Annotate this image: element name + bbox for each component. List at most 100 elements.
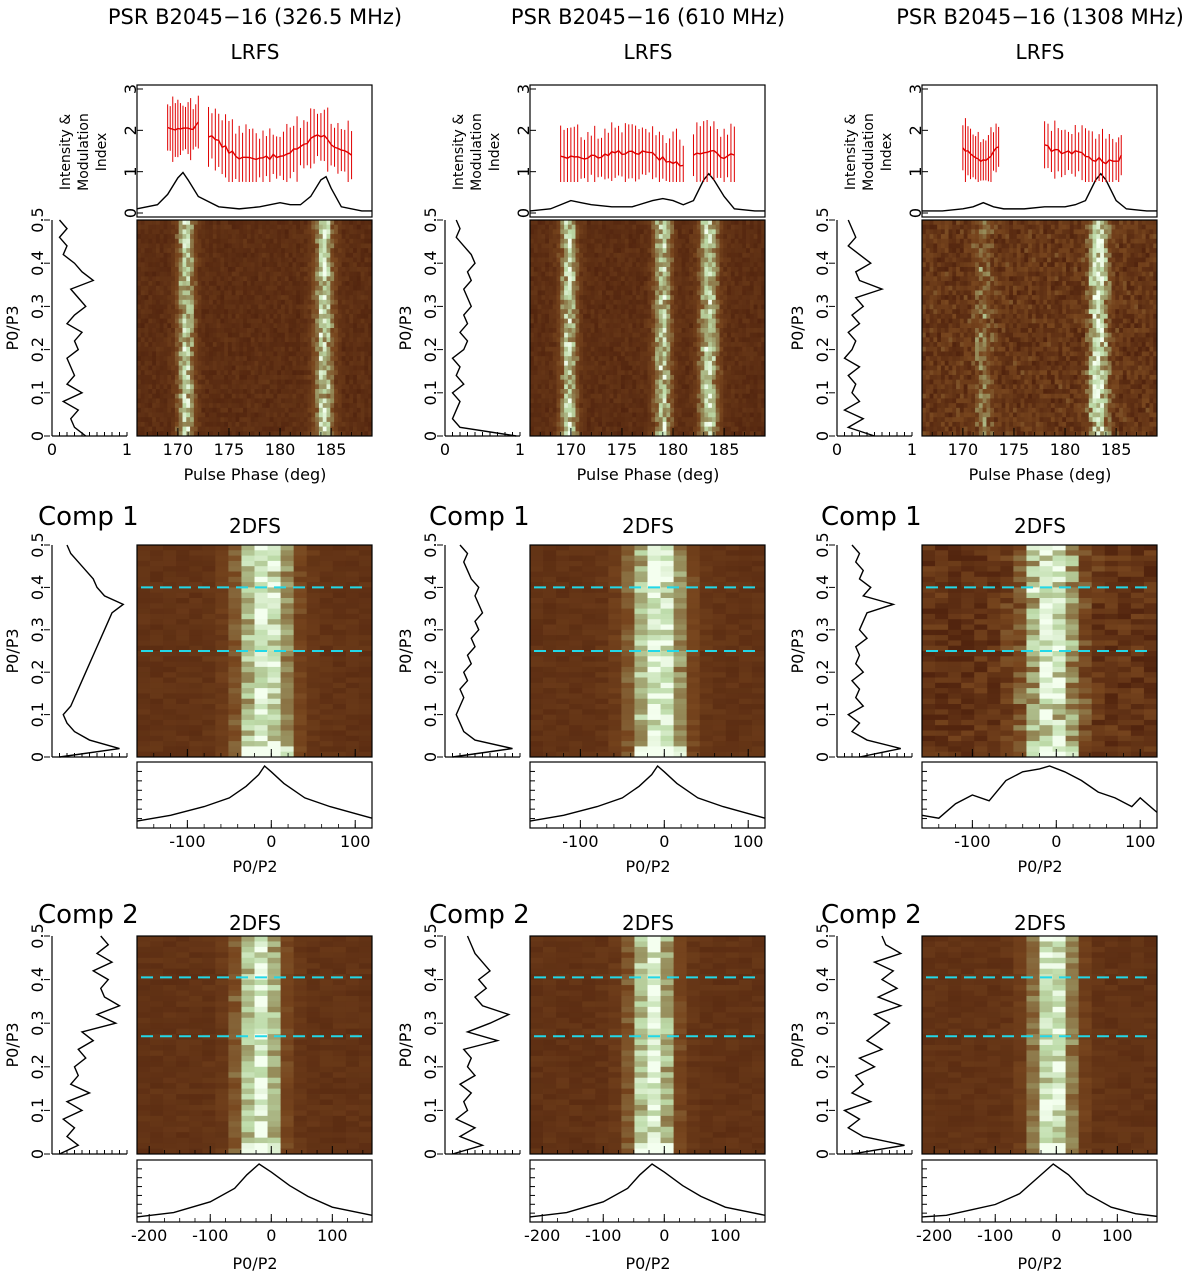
heatmap-cell <box>320 556 333 562</box>
heatmap-cell <box>353 361 357 366</box>
heatmap-cell <box>201 239 205 244</box>
heatmap-cell <box>277 290 281 295</box>
heatmap-cell <box>148 384 152 389</box>
heatmap-cell <box>251 384 255 389</box>
heatmap-cell <box>150 693 163 699</box>
heatmap-cell <box>281 375 285 380</box>
heatmap-cell <box>182 300 186 305</box>
heatmap-cell <box>167 229 171 234</box>
heatmap-cell <box>308 248 312 253</box>
heatmap-cell <box>270 229 274 234</box>
heatmap-cell <box>189 969 202 975</box>
heatmap-cell <box>311 239 315 244</box>
heatmap-cell <box>346 630 359 636</box>
heatmap-cell <box>215 556 228 562</box>
heatmap-cell <box>333 635 346 641</box>
heatmap-cell <box>239 333 243 338</box>
heatmap-cell <box>186 272 190 277</box>
heatmap-cell <box>330 323 334 328</box>
heatmap-cell <box>255 996 268 1002</box>
heatmap-cell <box>175 394 179 399</box>
heatmap-cell <box>160 295 164 300</box>
heatmap-cell <box>549 295 553 300</box>
heatmap-cell <box>176 1001 189 1007</box>
heatmap-cell <box>148 220 152 225</box>
heatmap-cell <box>209 342 213 347</box>
heatmap-cell <box>323 394 327 399</box>
heatmap-cell <box>294 731 307 737</box>
heatmap-cell <box>311 408 315 413</box>
heatmap-cell <box>273 272 277 277</box>
heatmap-cell <box>349 389 353 394</box>
heatmap-cell <box>262 272 266 277</box>
heatmap-cell <box>308 225 312 230</box>
comp2-x-tick-label: -200 <box>131 1226 167 1245</box>
heatmap-cell <box>277 248 281 253</box>
heatmap-cell <box>241 980 254 986</box>
heatmap-cell <box>553 295 557 300</box>
heatmap-cell <box>224 239 228 244</box>
heatmap-cell <box>304 366 308 371</box>
heatmap-cell <box>236 323 240 328</box>
heatmap-cell <box>220 347 224 352</box>
heatmap-cell <box>277 309 281 314</box>
heatmap-cell <box>198 408 202 413</box>
heatmap-cell <box>164 309 168 314</box>
heatmap-cell <box>251 243 255 248</box>
heatmap-cell <box>251 276 255 281</box>
heatmap-cell <box>202 625 215 631</box>
heatmap-cell <box>268 566 281 572</box>
heatmap-cell <box>333 656 346 662</box>
heatmap-cell <box>308 314 312 319</box>
heatmap-cell <box>179 417 183 422</box>
heatmap-cell <box>530 413 534 418</box>
heatmap-cell <box>179 328 183 333</box>
heatmap-cell <box>247 408 251 413</box>
heatmap-cell <box>163 1138 176 1144</box>
heatmap-cell <box>220 258 224 263</box>
heatmap-cell <box>549 314 553 319</box>
heatmap-cell <box>361 239 365 244</box>
heatmap-cell <box>320 619 333 625</box>
heatmap-cell <box>228 731 241 737</box>
heatmap-cell <box>346 1050 359 1056</box>
heatmap-cell <box>137 667 150 673</box>
heatmap-cell <box>175 427 179 432</box>
heatmap-cell <box>209 323 213 328</box>
heatmap-cell <box>145 305 149 310</box>
heatmap-cell <box>292 394 296 399</box>
heatmap-cell <box>296 417 300 422</box>
heatmap-cell <box>198 290 202 295</box>
heatmap-cell <box>320 672 333 678</box>
heatmap-cell <box>141 328 145 333</box>
heatmap-cell <box>270 253 274 258</box>
heatmap-cell <box>241 1067 254 1073</box>
heatmap-cell <box>224 417 228 422</box>
heatmap-cell <box>534 361 538 366</box>
heatmap-cell <box>281 947 294 953</box>
heatmap-cell <box>530 403 534 408</box>
heatmap-cell <box>294 746 307 752</box>
heatmap-cell <box>359 630 372 636</box>
heatmap-cell <box>270 225 274 230</box>
heatmap-cell <box>320 1056 333 1062</box>
heatmap-cell <box>224 323 228 328</box>
heatmap-cell <box>220 413 224 418</box>
heatmap-cell <box>167 300 171 305</box>
heatmap-cell <box>148 258 152 263</box>
heatmap-cell <box>145 309 149 314</box>
heatmap-cell <box>156 403 160 408</box>
heatmap-cell <box>255 1023 268 1029</box>
heatmap-cell <box>160 300 164 305</box>
heatmap-cell <box>145 272 149 277</box>
heatmap-cell <box>300 328 304 333</box>
heatmap-cell <box>292 347 296 352</box>
heatmap-cell <box>296 305 300 310</box>
heatmap-cell <box>311 262 315 267</box>
heatmap-cell <box>228 667 241 673</box>
heatmap-cell <box>307 1105 320 1111</box>
heatmap-cell <box>357 234 361 239</box>
heatmap-cell <box>320 980 333 986</box>
heatmap-cell <box>323 281 327 286</box>
heatmap-cell <box>239 366 243 371</box>
